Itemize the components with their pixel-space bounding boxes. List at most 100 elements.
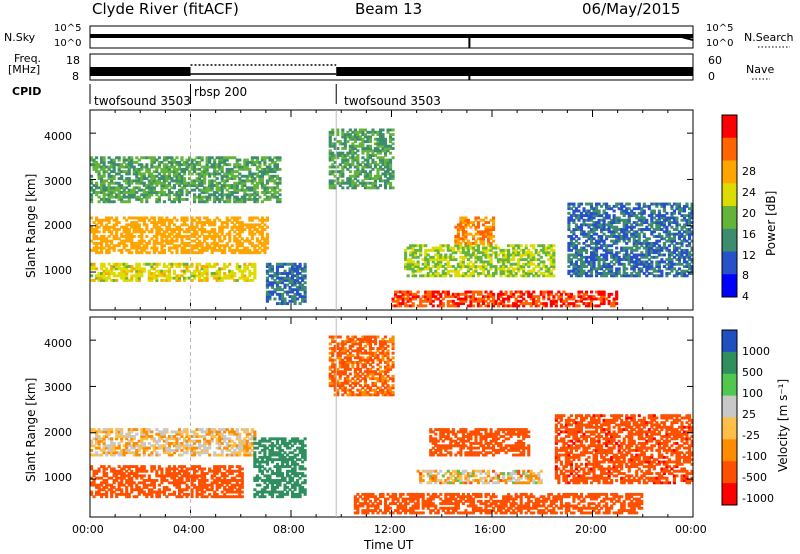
power-cell (135, 274, 139, 278)
power-cell (265, 281, 269, 285)
power-cell (137, 186, 141, 190)
power-cell (208, 174, 212, 178)
power-cell (92, 184, 96, 187)
power-cell (102, 172, 106, 176)
power-cell (215, 172, 219, 176)
power-cell (152, 179, 156, 183)
power-cell (92, 188, 96, 192)
power-cell (371, 177, 375, 181)
power-cell (220, 278, 224, 282)
power-cell (409, 251, 413, 255)
power-cell (185, 265, 189, 269)
power-cell (338, 153, 342, 157)
power-cell (429, 302, 433, 306)
power-cell (278, 292, 282, 296)
power-cell (273, 163, 277, 167)
power-cell (353, 137, 357, 141)
power-cell (208, 218, 212, 222)
power-cell (426, 274, 430, 278)
power-cell (200, 197, 204, 201)
power-cell (245, 248, 249, 252)
power-cell (361, 144, 365, 148)
power-cell (200, 165, 204, 169)
power-cell (137, 265, 141, 269)
power-cell (150, 163, 154, 167)
power-cell (539, 302, 543, 306)
power-cell (190, 216, 194, 220)
power-cell (200, 156, 204, 160)
power-cell (220, 174, 224, 178)
power-cell (190, 160, 194, 164)
power-cell (371, 153, 375, 157)
noise-left-tick-bottom: 10^0 (54, 38, 82, 49)
power-cell (92, 160, 96, 164)
power-cell (180, 179, 184, 183)
power-cell (293, 288, 297, 292)
power-cell (193, 197, 197, 201)
power-cell (147, 186, 151, 190)
power-cell (225, 184, 229, 187)
power-cell (240, 200, 244, 204)
power-cell (182, 179, 187, 183)
power-cell (198, 241, 202, 245)
power-cell (157, 262, 161, 266)
power-cell (441, 244, 445, 248)
power-cell (489, 265, 493, 269)
power-cell (140, 269, 144, 273)
power-cell (572, 295, 576, 299)
power-cell (353, 133, 357, 137)
power-cell (250, 156, 254, 160)
power-cell (426, 292, 430, 296)
power-cell (348, 133, 352, 137)
power-cell (484, 299, 488, 303)
power-cell (165, 156, 169, 160)
power-cell (278, 302, 282, 306)
power-cell (363, 149, 367, 153)
power-cell (245, 265, 249, 269)
power-cell (268, 167, 272, 171)
power-cell (502, 299, 506, 303)
power-cell (225, 195, 229, 199)
power-cell (132, 223, 136, 227)
power-cell (150, 188, 154, 192)
power-cell (577, 241, 581, 245)
power-cell (243, 181, 247, 185)
power-cell (90, 186, 94, 190)
power-cell (160, 167, 164, 171)
power-cell (248, 193, 252, 197)
power-cell (182, 218, 187, 222)
power-cell (331, 172, 335, 176)
power-cell (205, 191, 209, 194)
xlabel: Time UT (364, 538, 414, 552)
power-cell (275, 197, 280, 201)
power-cell (97, 241, 101, 245)
power-cell (165, 165, 169, 169)
power-cell (165, 230, 169, 234)
power-cell (557, 295, 561, 299)
power-cell (110, 269, 114, 273)
power-cell (356, 156, 360, 160)
power-cell (471, 265, 476, 269)
power-cell (371, 186, 375, 190)
power-cell (587, 304, 591, 308)
power-cell (135, 179, 139, 183)
power-cell (396, 290, 400, 294)
power-cell (454, 304, 458, 308)
power-cell (160, 269, 164, 273)
power-cell (245, 237, 249, 241)
power-cell (95, 251, 99, 255)
power-cell (260, 177, 264, 181)
power-cell (353, 135, 357, 139)
power-cell (376, 167, 380, 171)
power-cell (225, 241, 229, 245)
power-cell (172, 246, 177, 250)
power-cell (187, 158, 192, 162)
power-cell (110, 160, 114, 164)
power-cell (610, 304, 614, 308)
power-cell (356, 137, 360, 141)
power-cell (642, 209, 646, 213)
power-cell (152, 188, 156, 192)
power-cell (371, 158, 375, 162)
power-cell (283, 299, 287, 303)
power-cell (268, 269, 272, 273)
